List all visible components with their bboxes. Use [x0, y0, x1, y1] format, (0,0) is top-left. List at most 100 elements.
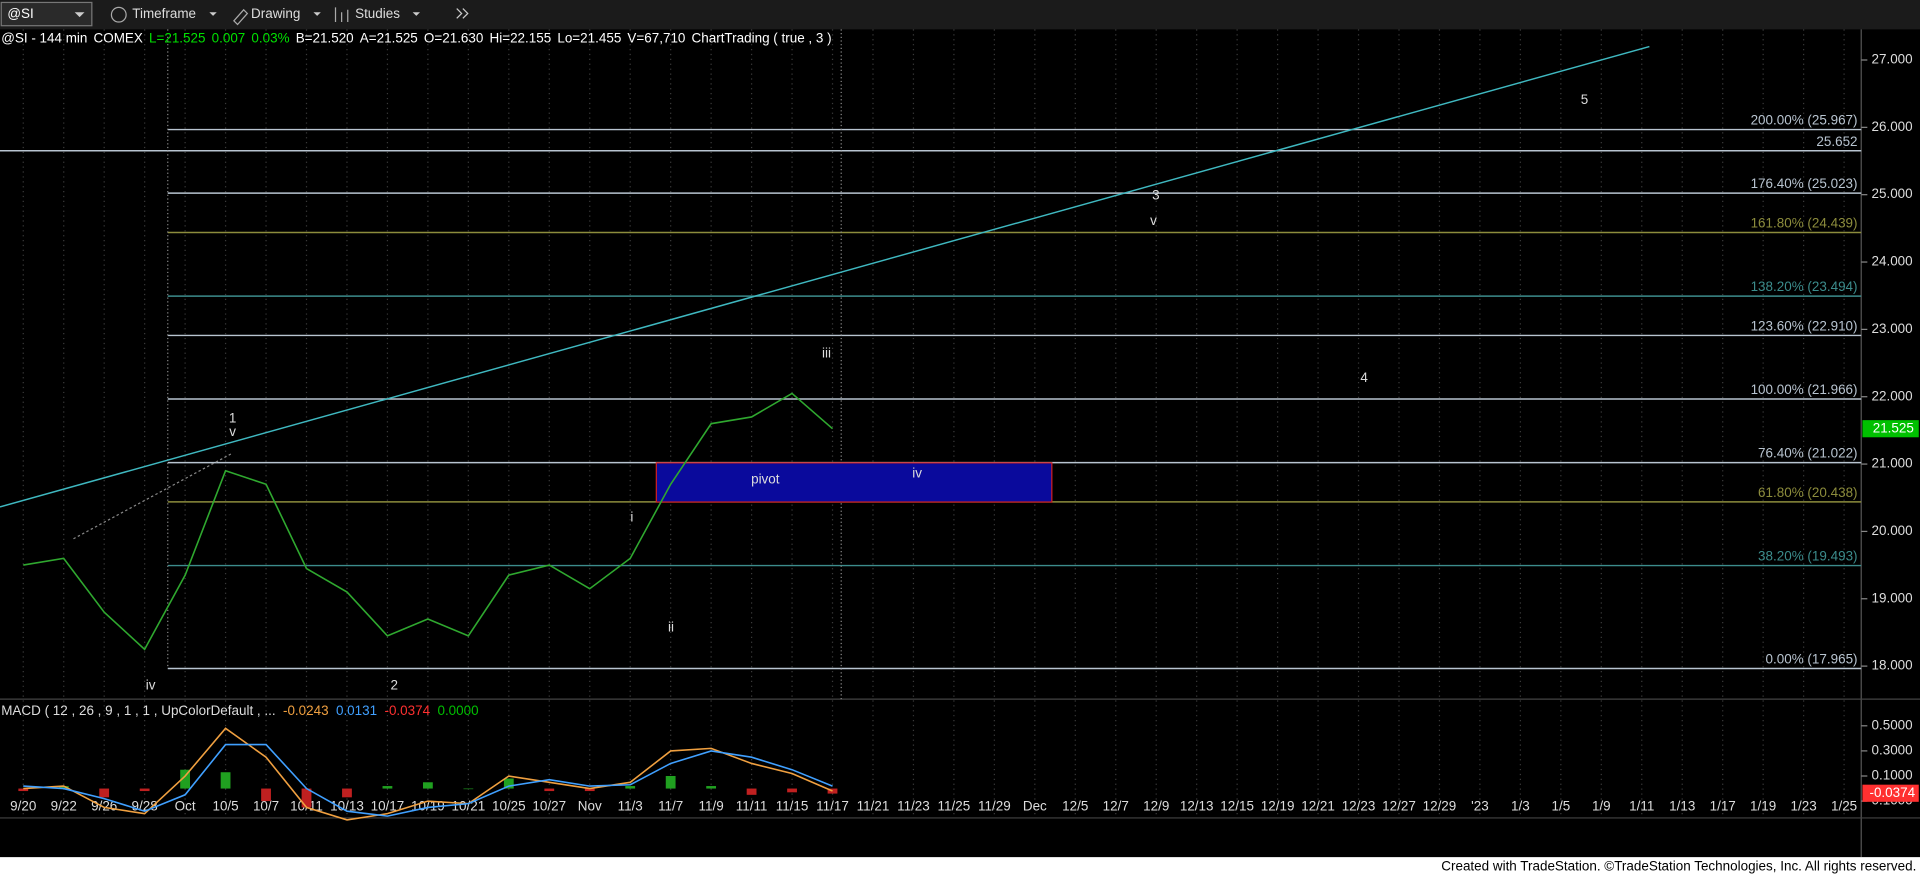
macd-histogram: [665, 776, 676, 789]
x-tick-label: 11/23: [897, 798, 930, 813]
x-tick-label: 12/27: [1382, 798, 1416, 813]
studies-icon[interactable]: [334, 7, 349, 23]
header-item: 0.007: [212, 31, 246, 46]
footer: Created with TradeStation. ©TradeStation…: [1441, 858, 1916, 873]
x-tick-label: 10/17: [371, 798, 405, 813]
x-tick-label: 10/25: [492, 798, 526, 813]
x-tick-label: 12/19: [1261, 798, 1295, 813]
x-tick-label: '23: [1471, 798, 1489, 813]
symbol[interactable]: @SI: [7, 6, 33, 21]
toolbar-button[interactable]: Timeframe: [132, 6, 196, 21]
header-item: L=21.525: [149, 31, 206, 46]
macd-histogram: [301, 788, 312, 808]
macd-readout: -0.0374: [384, 703, 430, 718]
macd-tick-label: 0.3000: [1871, 742, 1912, 757]
x-tick-label: 10/13: [330, 798, 364, 813]
header-item: 0.03%: [251, 31, 289, 46]
macd-histogram: [422, 782, 433, 789]
wave-label: iii: [822, 345, 831, 360]
x-tick-label: 11/29: [978, 798, 1011, 813]
trendline: [0, 45, 1650, 508]
wave-label: 2: [391, 677, 398, 692]
level-label: 38.20% (19.493): [1758, 549, 1857, 564]
header-item: B=21.520: [296, 31, 354, 46]
x-tick-label: 11/3: [618, 798, 643, 813]
y-tick-label: 27.000: [1871, 52, 1912, 67]
x-tick-label: Nov: [578, 798, 602, 813]
level-label: 0.00% (17.965): [1766, 651, 1858, 666]
x-tick-label: 11/9: [699, 798, 724, 813]
wave-label: 1: [229, 410, 236, 425]
level-label: 200.00% (25.967): [1751, 113, 1858, 128]
x-tick-label: 12/13: [1180, 798, 1214, 813]
macd-histogram: [706, 786, 717, 789]
drawing-icon[interactable]: [233, 8, 249, 26]
level-label: 176.40% (25.023): [1751, 176, 1858, 191]
dropdown-icon[interactable]: [209, 12, 217, 16]
macd-last-label: -0.0374: [1869, 785, 1915, 800]
header-item: @SI - 144 min: [1, 31, 87, 46]
x-tick-label: 12/5: [1062, 798, 1088, 813]
x-tick-label: 1/19: [1750, 798, 1776, 813]
x-tick-label: 12/29: [1423, 798, 1457, 813]
symbol-box[interactable]: [0, 1, 93, 27]
macd-tick-label: 0.1000: [1871, 768, 1912, 783]
pivot-box: [655, 462, 1053, 503]
x-tick-label: 11/11: [736, 798, 768, 813]
x-tick-label: 9/20: [10, 798, 36, 813]
macd-tick-label: 0.5000: [1871, 717, 1912, 732]
level-label: 100.00% (21.966): [1751, 382, 1858, 397]
more-icon[interactable]: [456, 8, 469, 19]
wave-label: 4: [1360, 370, 1368, 385]
macd-histogram: [503, 778, 514, 789]
x-tick-label: 12/9: [1143, 798, 1169, 813]
level-label: 25.652: [1816, 134, 1857, 149]
x-tick-label: 1/9: [1592, 798, 1611, 813]
dropdown-icon[interactable]: [412, 12, 420, 16]
level-label: 138.20% (23.494): [1751, 279, 1858, 294]
timeframe-icon[interactable]: [110, 6, 127, 23]
toolbar-button[interactable]: Studies: [355, 6, 400, 21]
y-tick-label: 25.000: [1871, 186, 1912, 201]
dropdown-icon[interactable]: [313, 12, 321, 16]
level-label: 123.60% (22.910): [1751, 318, 1858, 333]
y-tick-label: 20.000: [1871, 523, 1912, 538]
macd-histogram: [220, 772, 231, 789]
x-tick-label: 1/3: [1511, 798, 1530, 813]
wave-label: 3: [1152, 187, 1159, 202]
x-tick-label: 1/17: [1710, 798, 1736, 813]
header-item: Lo=21.455: [557, 31, 621, 46]
dropdown-icon[interactable]: [74, 12, 85, 18]
x-tick-label: 10/27: [532, 798, 566, 813]
level-label: 161.80% (24.439): [1751, 215, 1858, 230]
toolbar-button[interactable]: Drawing: [251, 6, 300, 21]
macd-histogram: [827, 788, 838, 794]
x-tick-label: 9/22: [51, 798, 77, 813]
x-tick-label: 10/21: [452, 798, 486, 813]
x-tick-label: 11/17: [816, 798, 849, 813]
macd-histogram: [58, 786, 69, 789]
x-tick-label: 1/11: [1629, 798, 1654, 813]
macd-histogram: [99, 788, 110, 798]
macd-histogram: [139, 788, 150, 792]
wave-label: iv: [146, 677, 156, 692]
macd-line: [23, 727, 833, 821]
x-tick-label: 9/26: [91, 798, 117, 813]
macd-title: MACD ( 12 , 26 , 9 , 1 , 1 , UpColorDefa…: [1, 703, 275, 718]
macd-histogram: [463, 788, 474, 790]
macd-histogram: [544, 788, 555, 792]
wave-label: iv: [912, 465, 922, 480]
x-tick-label: 11/15: [776, 798, 809, 813]
last-price-tag: [1862, 420, 1919, 438]
x-tick-label: 11/7: [658, 798, 683, 813]
price-line: [23, 392, 834, 651]
y-tick-label: 23.000: [1871, 321, 1912, 336]
header-item: V=67,710: [627, 31, 685, 46]
wave-label: v: [1150, 213, 1157, 228]
header-item: A=21.525: [360, 31, 418, 46]
macd-histogram: [180, 769, 191, 789]
macd-histogram: [584, 788, 595, 792]
y-tick-label: 19.000: [1871, 590, 1912, 605]
macd-readout: 0.0131: [336, 703, 377, 718]
